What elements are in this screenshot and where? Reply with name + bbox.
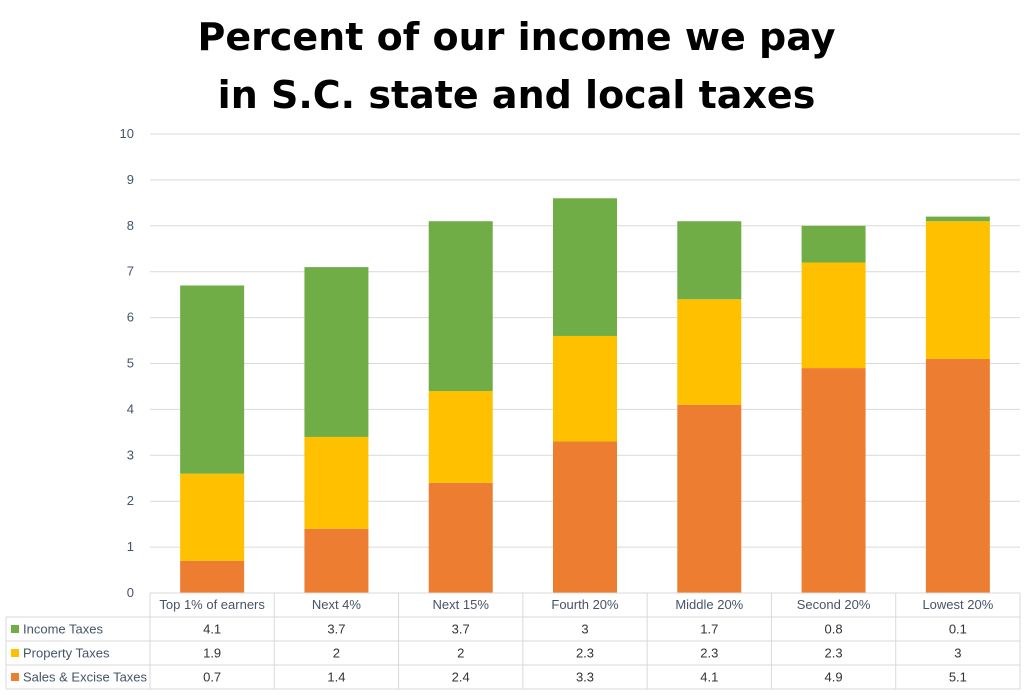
bar-segment [428,391,493,483]
legend-key [11,649,19,657]
x-tick-label: Lowest 20% [922,597,993,612]
data-label: 2.4 [452,670,470,685]
bar-segment [428,221,493,392]
bar-segment [180,560,245,593]
data-label: 0.7 [203,670,221,685]
bar-segment [801,368,866,593]
data-label: 3.3 [576,670,594,685]
data-label: 1.4 [327,670,345,685]
bar-segment [553,198,617,336]
bar-segment [553,335,617,442]
data-label: 3 [954,646,961,661]
x-tick-label: Next 15% [433,597,490,612]
legend-key [11,673,19,681]
data-label: 3.7 [452,622,470,637]
x-tick-label: Top 1% of earners [159,597,265,612]
y-axis-ticks: 0 1 2 3 4 5 6 7 8 9 10 [120,126,134,600]
bar-segment [801,225,866,263]
y-tick-label: 4 [127,401,134,416]
data-label: 4.1 [700,670,718,685]
data-label: 4.1 [203,622,221,637]
data-label: 3 [581,622,588,637]
x-tick-label: Next 4% [312,597,362,612]
legend-entry: Sales & Excise Taxes [23,670,148,685]
bar-segment [304,528,369,593]
bars [180,198,990,593]
bar-segment [925,358,990,593]
bar-segment [925,216,990,222]
data-label: 1.7 [700,622,718,637]
data-label: 2 [333,646,340,661]
data-label: 2.3 [576,646,594,661]
bar-segment [180,285,245,474]
bar-segment [801,262,866,369]
y-tick-label: 10 [120,126,134,141]
chart-title-line-2: in S.C. state and local taxes [217,73,816,117]
bar-segment [925,221,990,359]
chart-title: Percent of our income we pay in S.C. sta… [0,8,1033,124]
data-label: 2.3 [825,646,843,661]
x-tick-label: Fourth 20% [551,597,619,612]
bar-segment [304,267,369,437]
data-label: 5.1 [949,670,967,685]
data-label: 2.3 [700,646,718,661]
y-tick-label: 0 [127,585,134,600]
bar-segment [428,482,493,593]
y-tick-label: 5 [127,356,134,371]
y-tick-label: 9 [127,172,134,187]
chart-title-line-1: Percent of our income we pay [197,15,836,59]
bar-segment [677,404,742,593]
x-tick-label: Middle 20% [675,597,743,612]
y-tick-label: 8 [127,218,134,233]
x-tick-label: Second 20% [797,597,871,612]
data-table: Top 1% of earners Next 4% Next 15% Fourth 2… [5,592,1021,690]
y-tick-label: 7 [127,264,134,279]
legend-entry: Property Taxes [23,646,110,661]
y-tick-label: 1 [127,539,134,554]
data-label: 3.7 [327,622,345,637]
y-tick-label: 3 [127,447,134,462]
data-label: 0.8 [825,622,843,637]
legend-entry: Income Taxes [23,622,103,637]
y-tick-label: 6 [127,310,134,325]
bar-segment [304,436,369,529]
bar-segment [677,299,742,405]
data-label: 0.1 [949,622,967,637]
data-label: 2 [457,646,464,661]
data-label: 4.9 [825,670,843,685]
data-label: 1.9 [203,646,221,661]
bar-segment [180,473,245,561]
y-tick-label: 2 [127,493,134,508]
bar-segment [677,221,742,300]
bar-segment [553,441,617,593]
legend-key [11,625,19,633]
